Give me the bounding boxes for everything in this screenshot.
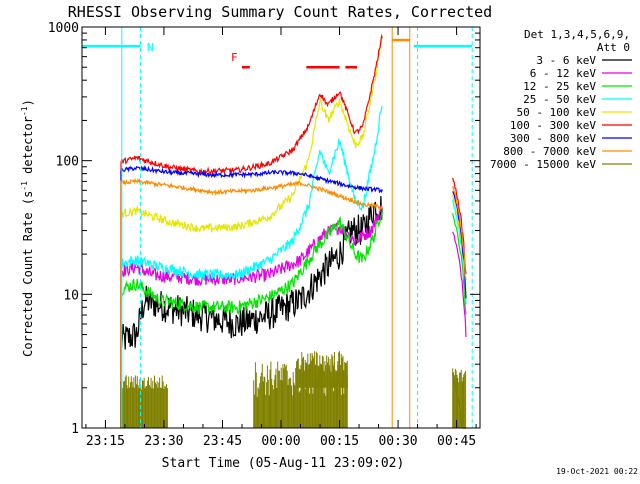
series-1: [120, 204, 467, 428]
y-tick-label: 1000: [48, 21, 79, 36]
x-tick-label: 23:15: [86, 434, 125, 449]
series-post-segment-7: [452, 186, 467, 281]
series-4: [120, 37, 467, 428]
y-label-end: ): [21, 99, 35, 106]
legend-label-4: 50 - 100 keV: [517, 106, 597, 119]
series-5: [120, 33, 467, 428]
legend-label-3: 25 - 50 keV: [523, 93, 596, 106]
series-line-4: [120, 37, 383, 428]
y-label-sup2: -1: [20, 106, 29, 116]
legend-label-5: 100 - 300 keV: [510, 119, 596, 132]
x-tick-label: 23:30: [144, 434, 183, 449]
series-line-6: [120, 164, 383, 428]
timestamp: 19-Oct-2021 00:22: [556, 467, 638, 476]
series-line-7: [120, 177, 383, 428]
series-post-segment-2: [452, 213, 467, 315]
y-label-sup1: -1: [20, 181, 29, 191]
series-2: [120, 208, 467, 428]
series-line-2: [120, 208, 383, 428]
y-tick-label: 10: [63, 288, 79, 303]
series-post-segment-6: [452, 191, 467, 299]
series-line-3: [120, 105, 383, 428]
series-line-0: [120, 195, 383, 428]
series-8: [120, 351, 467, 428]
legend-label-1: 6 - 12 keV: [530, 67, 597, 80]
legend-label-7: 800 - 7000 keV: [503, 145, 596, 158]
legend-header-line1: Det 1,3,4,5,6,9,: [524, 28, 630, 41]
y-label-main: Corrected Count Rate (s: [21, 191, 35, 357]
night-n-label: N: [147, 41, 154, 54]
legend-label-6: 300 - 800 keV: [510, 132, 596, 145]
chart-title: RHESSI Observing Summary Count Rates, Co…: [68, 3, 492, 21]
x-tick-label: 00:30: [378, 434, 417, 449]
x-tick-label: 00:45: [437, 434, 476, 449]
x-tick-label: 23:45: [203, 434, 242, 449]
legend-header-line2: Att 0: [597, 41, 630, 54]
x-axis-label: Start Time (05-Aug-11 23:09:02): [162, 456, 405, 471]
y-tick-label: 1: [71, 422, 79, 437]
status-overlays: [82, 27, 473, 428]
x-tick-label: 00:15: [320, 434, 359, 449]
legend-label-8: 7000 - 15000 keV: [490, 158, 596, 171]
series-line-1: [120, 204, 383, 428]
legend-label-2: 12 - 25 keV: [523, 80, 596, 93]
series-6: [120, 164, 467, 428]
series-7: [120, 177, 467, 428]
series-post-segment-5: [452, 177, 467, 275]
plot-layer: [82, 27, 473, 429]
x-tick-label: 00:00: [261, 434, 300, 449]
series-post-segment-1: [452, 231, 467, 338]
y-label-mid: detector: [21, 116, 35, 181]
axis-layer: 23:15 23:30 23:45 00:00 00:15 00:30 00:45 1 10 10…: [48, 21, 480, 449]
series-post-segment-4: [452, 194, 467, 295]
legend-label-0: 3 - 6 keV: [536, 54, 596, 67]
series-line-5: [120, 33, 383, 428]
y-axis-label: Corrected Count Rate (s-1 detector-1): [20, 99, 35, 357]
flag-f-label: F: [231, 51, 238, 64]
y-tick-label: 100: [56, 155, 79, 170]
